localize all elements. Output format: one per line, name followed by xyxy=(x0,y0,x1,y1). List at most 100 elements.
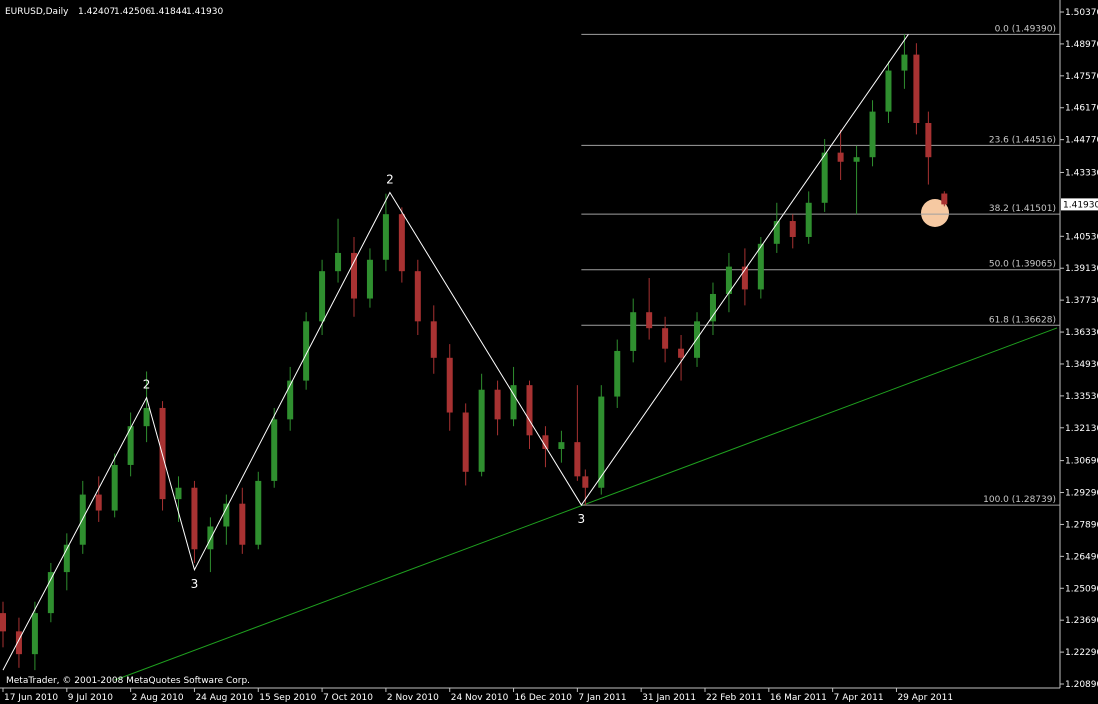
candle-body xyxy=(127,426,134,465)
y-tick-label: 1.40530 xyxy=(1065,232,1098,242)
candle-body xyxy=(913,54,920,124)
candle-body xyxy=(207,526,214,550)
candle-body xyxy=(869,111,876,158)
y-tick-label: 1.36330 xyxy=(1065,328,1098,338)
candle-body xyxy=(47,572,54,614)
candle-body xyxy=(901,54,908,71)
candle-body xyxy=(143,407,150,427)
candle-body xyxy=(574,442,581,477)
candle-body xyxy=(941,193,948,205)
candle-body xyxy=(95,494,102,511)
candle-body xyxy=(510,385,517,420)
y-tick-label: 1.33530 xyxy=(1065,392,1098,402)
candle-body xyxy=(837,152,844,162)
x-tick-label: 16 Dec 2010 xyxy=(515,693,573,703)
candle-body xyxy=(662,328,669,349)
candle-body xyxy=(271,419,278,481)
candle-body xyxy=(414,271,421,322)
candle-body xyxy=(63,544,70,573)
candle-body xyxy=(598,396,605,488)
candle-body xyxy=(15,631,22,655)
x-tick-label: 29 Apr 2011 xyxy=(897,693,953,703)
fibo-label: 23.6 (1.44516) xyxy=(989,135,1056,145)
y-tick-label: 1.34930 xyxy=(1065,360,1098,370)
candle-body xyxy=(614,350,621,397)
candle-body xyxy=(462,412,469,472)
x-tick-label: 24 Nov 2010 xyxy=(451,693,509,703)
ohlc-low: 1.41844 xyxy=(150,7,187,17)
candle-body xyxy=(303,321,310,381)
x-tick-label: 2 Aug 2010 xyxy=(132,693,184,703)
candle-body xyxy=(223,503,230,527)
candle-body xyxy=(239,503,246,545)
y-tick-label: 1.30690 xyxy=(1065,457,1098,467)
y-tick-label: 1.48970 xyxy=(1065,40,1098,50)
wave-label: 3 xyxy=(578,512,586,526)
x-tick-label: 16 Mar 2011 xyxy=(770,693,827,703)
current-price-label: 1.41930 xyxy=(1063,200,1098,210)
footer: MetaTrader, © 2001-2008 MetaQuotes Softw… xyxy=(6,676,250,686)
candle-body xyxy=(582,476,589,488)
candle-body xyxy=(446,357,453,413)
candle-body xyxy=(191,487,198,550)
candle-body xyxy=(382,214,389,260)
candle-body xyxy=(709,293,716,322)
candle-body xyxy=(821,152,828,203)
wave-label: 2 xyxy=(386,173,394,187)
candle-body xyxy=(478,389,485,472)
candle-body xyxy=(335,252,342,272)
zigzag xyxy=(2,34,909,671)
x-tick-label: 17 Jun 2010 xyxy=(4,693,58,703)
candle-body xyxy=(287,380,294,420)
candle-body xyxy=(741,266,748,290)
candle-body xyxy=(853,157,860,162)
y-tick-label: 1.20890 xyxy=(1065,680,1098,690)
candle-body xyxy=(630,312,637,351)
ohlc-open: 1.42407 xyxy=(78,7,115,17)
candle-body xyxy=(678,348,685,358)
y-tick-label: 1.27890 xyxy=(1065,520,1098,530)
x-tick-label: 2 Nov 2010 xyxy=(387,693,439,703)
candle-body xyxy=(175,487,182,500)
x-tick-label: 7 Apr 2011 xyxy=(834,693,884,703)
fibo-label: 100.0 (1.28739) xyxy=(983,495,1056,505)
y-tick-label: 1.32130 xyxy=(1065,424,1098,434)
candle-body xyxy=(542,435,549,449)
x-tick-label: 31 Jan 2011 xyxy=(642,693,696,703)
candle-body xyxy=(398,214,405,272)
candle-body xyxy=(805,202,812,237)
candle-body xyxy=(31,613,38,655)
fibo-label: 38.2 (1.41501) xyxy=(989,204,1056,214)
candle-body xyxy=(646,312,653,329)
y-tick-label: 1.37730 xyxy=(1065,296,1098,306)
y-tick-label: 1.26490 xyxy=(1065,552,1098,562)
candle-body xyxy=(494,389,501,420)
candle-body xyxy=(255,480,262,545)
candle-body xyxy=(757,243,764,290)
candle-body xyxy=(319,271,326,322)
candle-body xyxy=(925,123,932,158)
y-tick-label: 1.39130 xyxy=(1065,264,1098,274)
wave-label: 3 xyxy=(191,577,199,591)
x-tick-label: 7 Oct 2010 xyxy=(323,693,373,703)
x-tick-label: 22 Feb 2011 xyxy=(706,693,762,703)
candle-body xyxy=(725,266,732,294)
y-tick-label: 1.43330 xyxy=(1065,168,1098,178)
wave-label: 2 xyxy=(143,378,151,392)
y-tick-label: 1.46170 xyxy=(1065,104,1098,114)
candle-body xyxy=(773,221,780,244)
y-tick-label: 1.50370 xyxy=(1065,8,1098,18)
fibo-label: 0.0 (1.49390) xyxy=(995,24,1056,34)
x-tick-label: 7 Jan 2011 xyxy=(578,693,626,703)
candle-body xyxy=(558,442,565,449)
candle-body xyxy=(789,221,796,237)
y-tick-label: 1.23690 xyxy=(1065,616,1098,626)
x-tick-label: 24 Aug 2010 xyxy=(195,693,253,703)
candle-body xyxy=(526,385,533,436)
y-tick-label: 1.29290 xyxy=(1065,489,1098,499)
candle-body xyxy=(111,464,118,511)
y-tick-label: 1.47570 xyxy=(1065,72,1098,82)
y-tick-label: 1.25090 xyxy=(1065,584,1098,594)
y-tick-label: 1.44770 xyxy=(1065,136,1098,146)
